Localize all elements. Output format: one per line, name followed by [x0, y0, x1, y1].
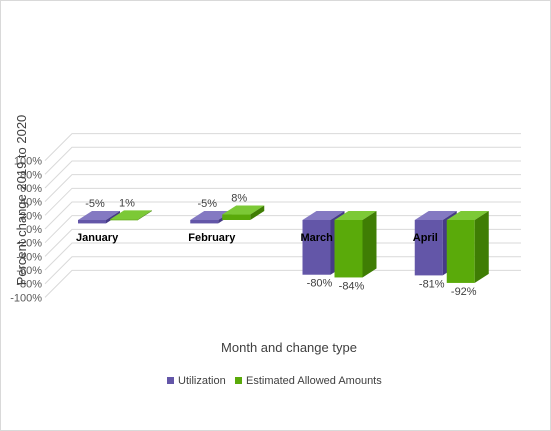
bar-utilization: [302, 220, 331, 275]
data-label-estimated-allowed-amounts: 1%: [119, 197, 135, 209]
y-tick-label: 20%: [20, 210, 42, 222]
data-label-utilization: -81%: [419, 278, 445, 290]
legend-label-estimated-allowed-amounts: Estimated Allowed Amounts: [246, 375, 382, 387]
data-label-utilization: -5%: [85, 198, 105, 210]
legend: Utilization Estimated Allowed Amounts: [167, 375, 382, 387]
legend-label-utilization: Utilization: [178, 375, 226, 387]
y-tick-label: -80%: [16, 279, 42, 291]
x-axis-title: Month and change type: [221, 340, 357, 355]
y-tick-label: 100%: [14, 156, 42, 168]
category-label: January: [76, 232, 119, 244]
gridline: [44, 187, 521, 216]
data-label-utilization: -5%: [197, 198, 217, 210]
category-labels: January February March April: [76, 232, 438, 244]
y-tick-label: 0%: [26, 224, 42, 236]
gridline: [44, 146, 521, 175]
bar-estimated-allowed-amounts: [110, 219, 138, 221]
gridline: [44, 201, 521, 230]
bar-utilization: [78, 220, 106, 224]
bar-utilization: [190, 220, 219, 224]
bar-estimated-allowed-amounts: [446, 220, 475, 283]
y-axis-title: Percent change 2019 to 2020: [14, 115, 29, 286]
category-label: March: [301, 232, 334, 244]
bar-utilization-side: [106, 211, 120, 224]
data-label-estimated-allowed-amounts: -92%: [451, 286, 477, 298]
bars: [78, 205, 489, 283]
category-label: February: [188, 232, 236, 244]
bar-estimated-allowed-amounts-side: [362, 211, 377, 278]
y-tick-label: -20%: [16, 238, 42, 250]
gridline: [44, 174, 521, 202]
data-labels: -5% 1% -5% 8% -80% -84% -81% -92%: [85, 193, 477, 298]
gridline: [44, 133, 521, 161]
category-label: April: [413, 232, 438, 244]
data-label-utilization: -80%: [307, 278, 333, 290]
y-tick-label: -100%: [10, 292, 42, 304]
bar-estimated-allowed-amounts-side: [250, 205, 265, 220]
legend-swatch-estimated-allowed-amounts: [235, 377, 242, 384]
bar-estimated-allowed-amounts: [334, 220, 363, 278]
bar-utilization: [414, 220, 443, 276]
y-tick-label: 80%: [20, 169, 42, 181]
bar-estimated-allowed-amounts-side: [474, 211, 489, 283]
data-label-estimated-allowed-amounts: 8%: [231, 193, 247, 205]
y-tick-label: 60%: [20, 183, 42, 195]
y-axis-ticks: -100%-80% -60% -40%-20% 0% 20%40% 60% 80%100%: [10, 156, 42, 305]
bar-estimated-allowed-amounts: [222, 214, 251, 220]
legend-swatch-utilization: [167, 377, 174, 384]
bar-estimated-allowed-amounts-side: [138, 210, 152, 220]
y-tick-label: -60%: [16, 265, 42, 277]
y-tick-label: -40%: [16, 251, 42, 263]
data-label-estimated-allowed-amounts: -84%: [339, 280, 365, 292]
y-tick-label: 40%: [20, 197, 42, 209]
gridline: [44, 160, 521, 189]
